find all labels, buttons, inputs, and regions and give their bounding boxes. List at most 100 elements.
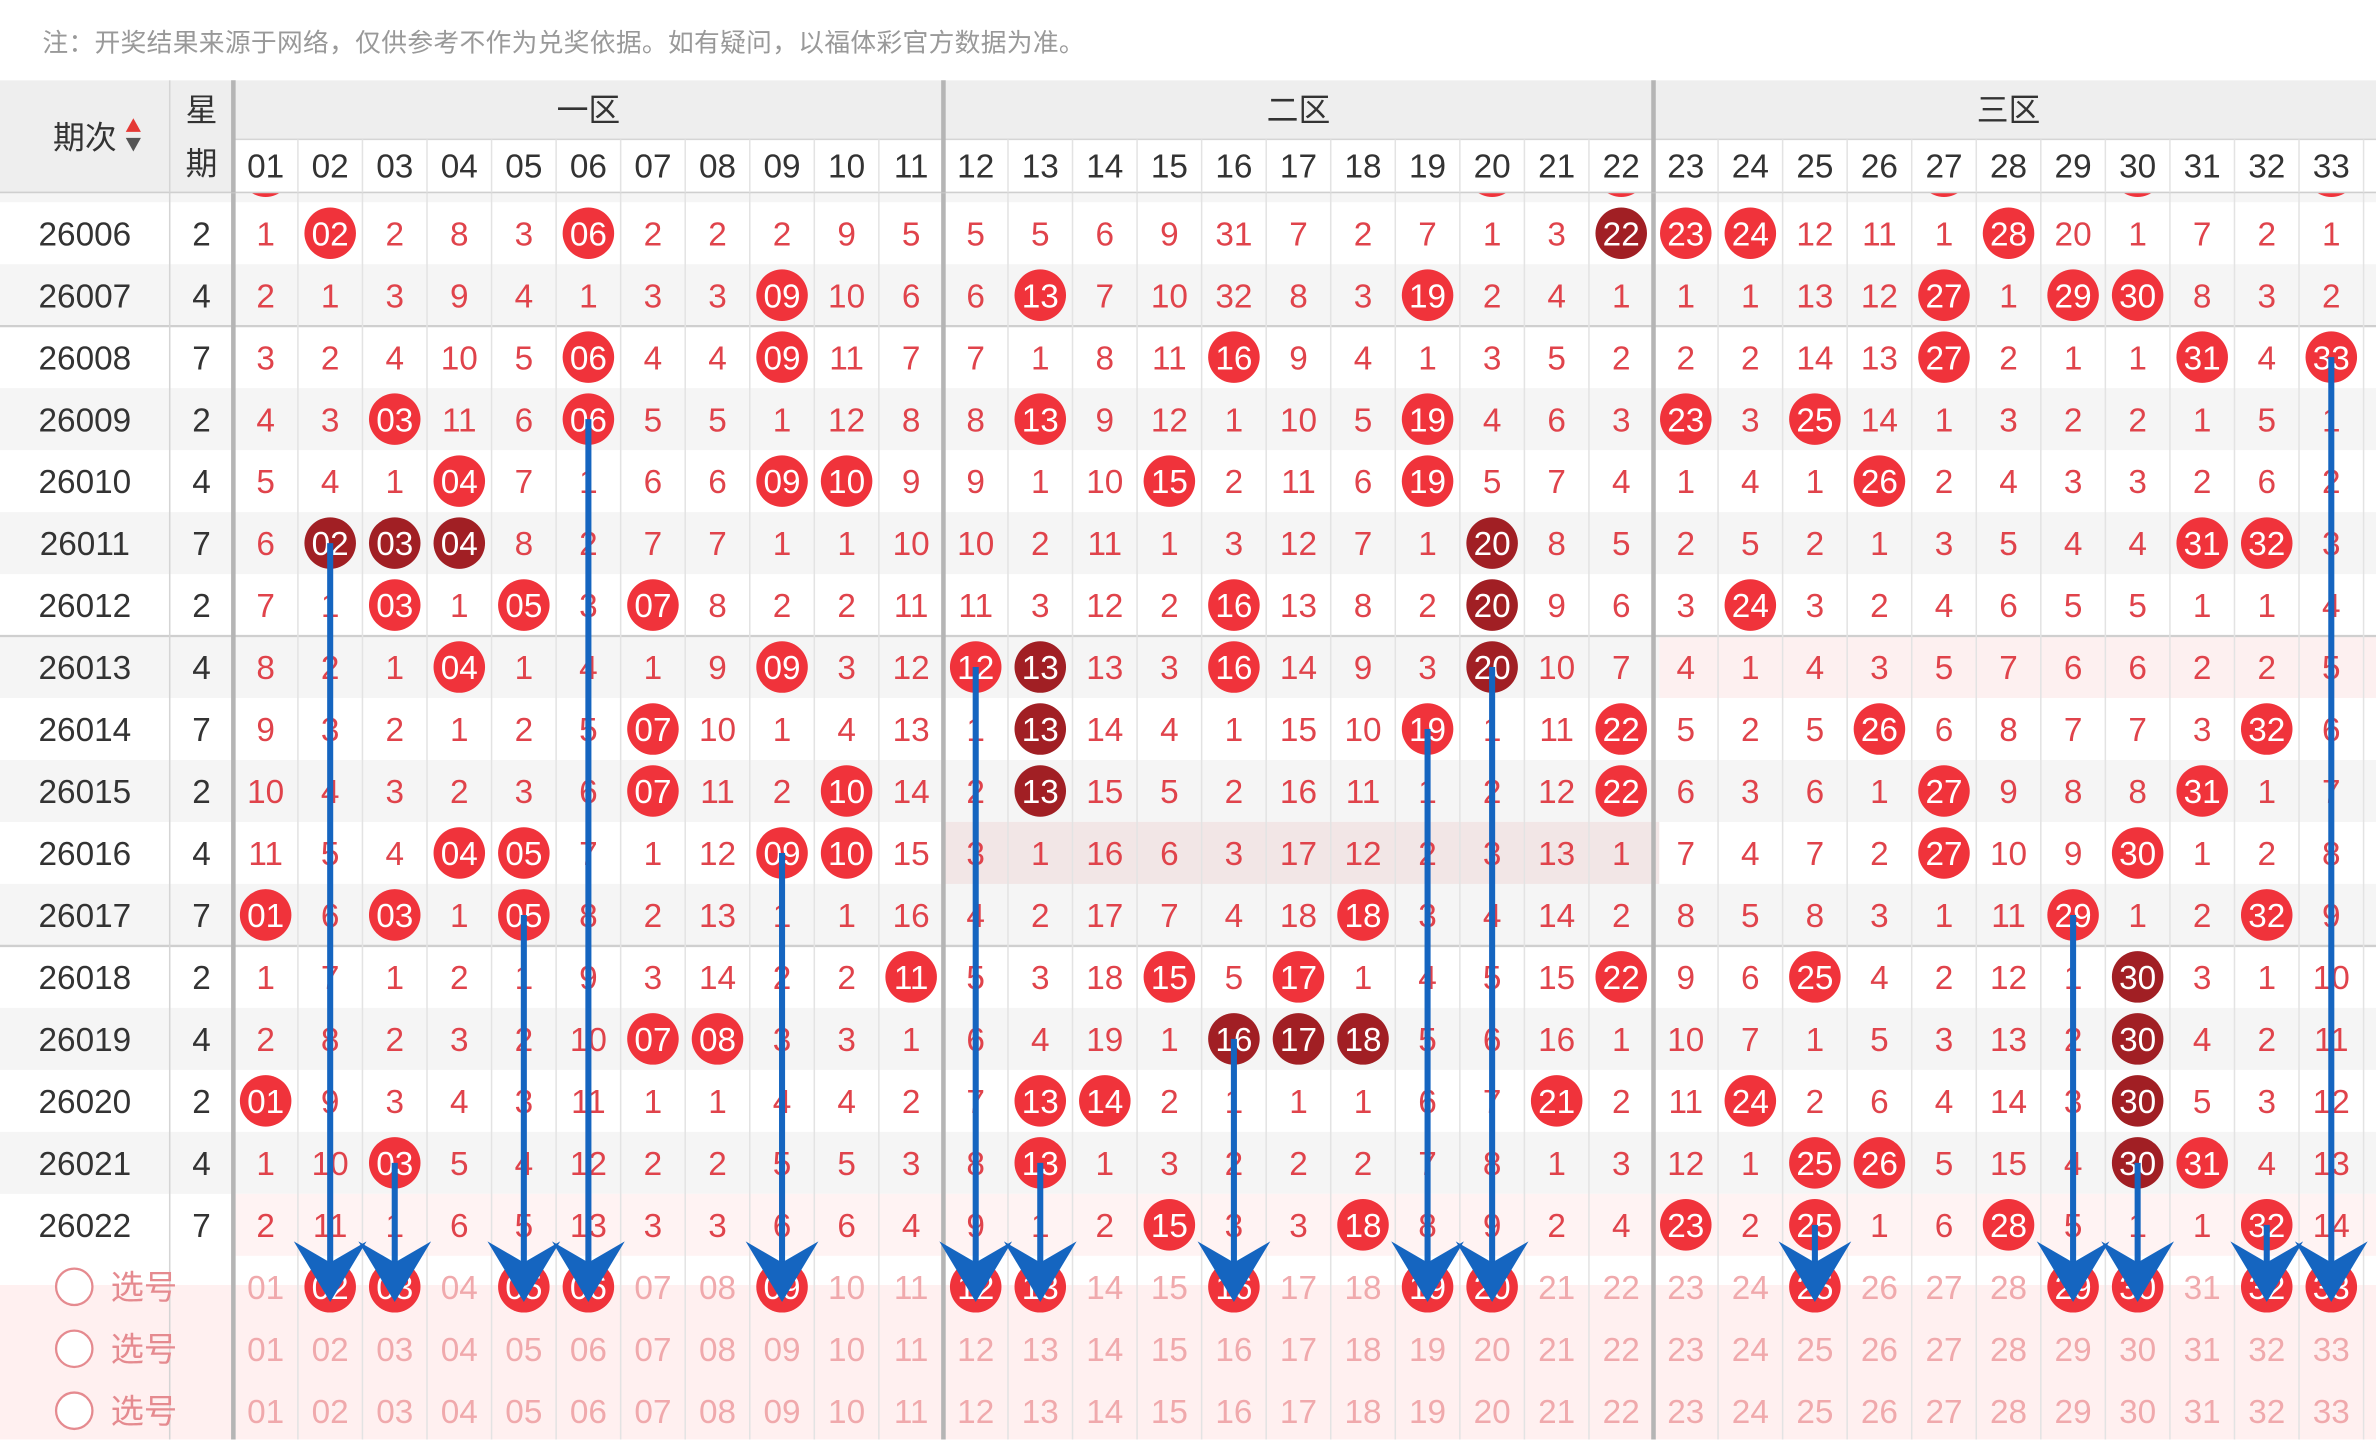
hit-number: 17: [1280, 1022, 1317, 1059]
pick-number[interactable]: 20: [1474, 1332, 1511, 1369]
pick-number[interactable]: 18: [1344, 1332, 1381, 1369]
pick-number[interactable]: 14: [1086, 1332, 1123, 1369]
pick-number[interactable]: 06: [570, 1332, 607, 1369]
pick-number[interactable]: 24: [1732, 1394, 1769, 1431]
pick-number[interactable]: 01: [247, 1332, 284, 1369]
pick-number[interactable]: 21: [1538, 1270, 1575, 1307]
hit-number: 16: [1215, 588, 1252, 625]
pick-number[interactable]: 28: [1990, 1270, 2027, 1307]
pick-number[interactable]: 32: [2248, 1394, 2285, 1431]
pick-number[interactable]: 07: [634, 1394, 671, 1431]
pick-number[interactable]: 09: [764, 1394, 801, 1431]
select-radio[interactable]: [54, 1391, 94, 1431]
hit-number: 18: [1344, 1208, 1381, 1245]
pick-number[interactable]: 15: [1151, 1394, 1188, 1431]
pick-number[interactable]: 17: [1280, 1270, 1317, 1307]
pick-number[interactable]: 23: [1667, 1394, 1704, 1431]
pick-number[interactable]: 10: [828, 1394, 865, 1431]
pick-number[interactable]: 26: [1861, 1332, 1898, 1369]
pick-number[interactable]: 04: [441, 1332, 478, 1369]
pick-number[interactable]: 03: [376, 1332, 413, 1369]
pick-number[interactable]: 22: [1603, 1332, 1640, 1369]
pick-number[interactable]: 26: [1861, 1394, 1898, 1431]
pick-number[interactable]: 30: [2119, 1332, 2156, 1369]
pick-number[interactable]: 05: [505, 1394, 542, 1431]
select-radio[interactable]: [54, 1267, 94, 1307]
pick-number[interactable]: 30: [2119, 1394, 2156, 1431]
pick-number[interactable]: 19: [1409, 1332, 1446, 1369]
pick-number[interactable]: 17: [1280, 1394, 1317, 1431]
pick-number[interactable]: 10: [828, 1270, 865, 1307]
sort-up-icon[interactable]: [125, 118, 141, 132]
pick-number[interactable]: 06: [570, 1394, 607, 1431]
pick-number[interactable]: 12: [957, 1332, 994, 1369]
pick-number[interactable]: 18: [1344, 1394, 1381, 1431]
pick-number[interactable]: 23: [1667, 1332, 1704, 1369]
pick-number[interactable]: 08: [699, 1270, 736, 1307]
pick-number[interactable]: 21: [1538, 1394, 1575, 1431]
pick-number[interactable]: 15: [1151, 1332, 1188, 1369]
pick-number[interactable]: 31: [2184, 1270, 2221, 1307]
miss-count: 1: [1612, 836, 1631, 873]
pick-number[interactable]: 33: [2313, 1394, 2350, 1431]
pick-number[interactable]: 23: [1667, 1270, 1704, 1307]
pick-number[interactable]: 20: [1474, 1394, 1511, 1431]
pick-number[interactable]: 15: [1151, 1270, 1188, 1307]
pick-number[interactable]: 02: [312, 1394, 349, 1431]
arrow-head: [358, 1241, 432, 1302]
pick-number[interactable]: 31: [2184, 1394, 2221, 1431]
pick-number[interactable]: 31: [2184, 1332, 2221, 1369]
pick-number[interactable]: 03: [376, 1394, 413, 1431]
pick-number[interactable]: 08: [699, 1332, 736, 1369]
pick-number[interactable]: 01: [247, 1270, 284, 1307]
pick-number[interactable]: 09: [764, 1332, 801, 1369]
pick-number[interactable]: 07: [634, 1332, 671, 1369]
pick-number[interactable]: 32: [2248, 1332, 2285, 1369]
pick-number[interactable]: 25: [1796, 1394, 1833, 1431]
pick-number[interactable]: 07: [634, 1270, 671, 1307]
pick-number[interactable]: 16: [1215, 1332, 1252, 1369]
pick-row[interactable]: 选号 01 02 03 04 05 06 07 08 09 10 11 12 13 14 15 16 17 18 19…: [54, 1391, 2350, 1431]
pick-number[interactable]: 29: [2055, 1394, 2092, 1431]
pick-number[interactable]: 13: [1022, 1394, 1059, 1431]
miss-count: 2: [1612, 1084, 1631, 1121]
pick-number[interactable]: 24: [1732, 1270, 1769, 1307]
pick-number[interactable]: 18: [1344, 1270, 1381, 1307]
pick-number[interactable]: 27: [1925, 1332, 1962, 1369]
pick-number[interactable]: 11: [894, 1270, 929, 1307]
pick-number[interactable]: 05: [505, 1332, 542, 1369]
pick-number[interactable]: 33: [2313, 1332, 2350, 1369]
select-radio[interactable]: [54, 1329, 94, 1369]
pick-number[interactable]: 14: [1086, 1394, 1123, 1431]
pick-number[interactable]: 25: [1796, 1332, 1833, 1369]
pick-number[interactable]: 22: [1603, 1394, 1640, 1431]
pick-number[interactable]: 17: [1280, 1332, 1317, 1369]
pick-number[interactable]: 11: [894, 1332, 929, 1369]
miss-count: 2: [385, 712, 404, 749]
pick-number[interactable]: 28: [1990, 1332, 2027, 1369]
pick-number[interactable]: 04: [441, 1270, 478, 1307]
hit-number: 11: [894, 960, 929, 997]
pick-number[interactable]: 28: [1990, 1394, 2027, 1431]
pick-number[interactable]: 22: [1603, 1270, 1640, 1307]
pick-number[interactable]: 16: [1215, 1394, 1252, 1431]
pick-number[interactable]: 19: [1409, 1394, 1446, 1431]
pick-number[interactable]: 21: [1538, 1332, 1575, 1369]
pick-number[interactable]: 02: [312, 1332, 349, 1369]
pick-number[interactable]: 26: [1861, 1270, 1898, 1307]
pick-number[interactable]: 01: [247, 1394, 284, 1431]
pick-number[interactable]: 27: [1925, 1394, 1962, 1431]
pick-number[interactable]: 27: [1925, 1270, 1962, 1307]
issue-sort-header[interactable]: 期次: [53, 118, 141, 155]
pick-number[interactable]: 04: [441, 1394, 478, 1431]
pick-row[interactable]: 选号 01 02 03 04 05 06 07 08 09 10 11 12 13 14 15 16 17 18 19…: [54, 1329, 2350, 1369]
pick-number[interactable]: 10: [828, 1332, 865, 1369]
pick-number[interactable]: 11: [894, 1394, 929, 1431]
pick-number[interactable]: 12: [957, 1394, 994, 1431]
pick-number[interactable]: 13: [1022, 1332, 1059, 1369]
pick-number[interactable]: 29: [2055, 1332, 2092, 1369]
pick-number[interactable]: 24: [1732, 1332, 1769, 1369]
pick-number[interactable]: 08: [699, 1394, 736, 1431]
pick-number[interactable]: 14: [1086, 1270, 1123, 1307]
sort-down-icon[interactable]: [125, 137, 141, 152]
